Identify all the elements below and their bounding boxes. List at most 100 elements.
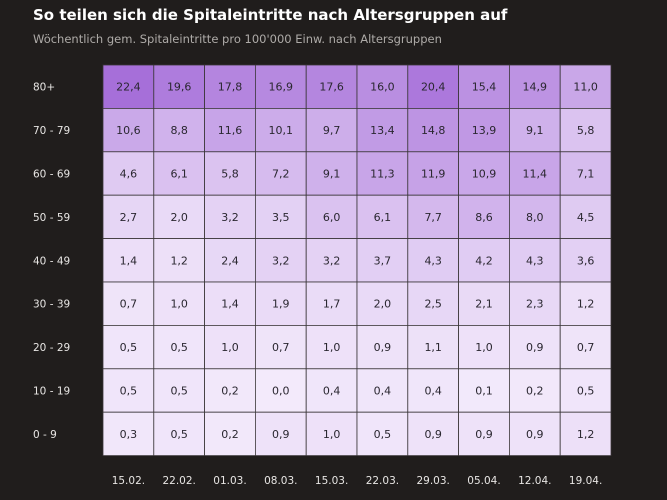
row-label: 60 - 69 <box>33 169 70 181</box>
heatmap-cell <box>204 411 256 457</box>
cell-value-label: 0,2 <box>221 385 239 398</box>
cell-value-label: 1,0 <box>475 341 493 354</box>
cell-value-label: 13,9 <box>472 124 497 137</box>
heatmap-cell <box>153 151 206 196</box>
heatmap-cell <box>559 411 612 457</box>
heatmap-cell <box>102 194 155 239</box>
cell-value-label: 0,1 <box>475 385 493 398</box>
cell-value-label: 2,1 <box>475 298 493 311</box>
cell-value-label: 16,9 <box>269 81 294 94</box>
cell-value-label: 10,1 <box>269 124 294 137</box>
cell-value-label: 0,4 <box>374 385 392 398</box>
heatmap-cell <box>356 324 409 370</box>
heatmap-cell <box>559 64 612 109</box>
heatmap-cell <box>458 194 510 239</box>
cell-value-label: 0,4 <box>323 385 341 398</box>
heatmap-cell <box>458 238 510 283</box>
heatmap-cell <box>458 324 510 370</box>
heatmap-cell <box>102 411 155 457</box>
heatmap-cell <box>254 108 307 153</box>
cell-value-label: 2,0 <box>374 298 392 311</box>
cell-value-label: 0,5 <box>170 385 188 398</box>
cell-value-label: 3,6 <box>577 254 595 267</box>
cell-value-label: 0,7 <box>272 341 290 354</box>
heatmap-cell <box>559 194 612 239</box>
cell-value-label: 0,9 <box>475 428 493 441</box>
heatmap-cell <box>254 238 307 283</box>
cell-value-label: 1,9 <box>272 298 290 311</box>
heatmap-cell <box>254 368 307 413</box>
heatmap-cell <box>305 368 358 413</box>
cell-value-label: 1,0 <box>323 341 341 354</box>
heatmap-cell <box>254 281 307 326</box>
heatmap-cell <box>254 64 307 109</box>
cell-value-label: 10,6 <box>116 124 141 137</box>
cell-value-label: 0,0 <box>272 385 290 398</box>
cell-value-label: 2,0 <box>170 211 188 224</box>
heatmap-cell <box>204 64 256 109</box>
heatmap-cell <box>407 194 459 239</box>
cell-value-label: 11,4 <box>523 168 548 181</box>
heatmap-cell <box>356 411 409 457</box>
heatmap-cell <box>102 64 155 109</box>
column-label: 12.04. <box>518 475 551 487</box>
heatmap-cell <box>102 108 155 153</box>
chart-title: So teilen sich die Spitaleintritte nach … <box>33 6 508 24</box>
cell-value-label: 4,3 <box>424 254 442 267</box>
heatmap-cell <box>508 108 561 153</box>
heatmap-cell <box>559 151 612 196</box>
cell-value-label: 1,4 <box>221 298 239 311</box>
cell-value-label: 10,9 <box>472 168 497 181</box>
cell-value-label: 3,5 <box>272 211 290 224</box>
cell-value-label: 0,2 <box>221 428 239 441</box>
column-label: 05.04. <box>467 475 500 487</box>
cell-value-label: 1,2 <box>170 254 188 267</box>
cell-value-label: 17,6 <box>319 81 344 94</box>
heatmap-cell <box>153 324 206 370</box>
column-label: 08.03. <box>264 475 297 487</box>
cell-value-label: 9,7 <box>323 124 341 137</box>
row-label: 50 - 59 <box>33 212 70 224</box>
cell-value-label: 3,2 <box>221 211 239 224</box>
cell-value-label: 1,0 <box>221 341 239 354</box>
heatmap-cell <box>204 108 256 153</box>
heatmap-cell <box>508 151 561 196</box>
row-label: 40 - 49 <box>33 255 70 267</box>
cell-value-label: 6,1 <box>170 168 188 181</box>
heatmap-cell <box>559 108 612 153</box>
cell-value-label: 8,6 <box>475 211 493 224</box>
cell-value-label: 0,3 <box>120 428 138 441</box>
cell-value-label: 1,0 <box>323 428 341 441</box>
cell-value-label: 4,2 <box>475 254 493 267</box>
row-label: 10 - 19 <box>33 386 70 398</box>
heatmap-cell <box>102 324 155 370</box>
cell-value-label: 11,0 <box>573 81 598 94</box>
cell-value-label: 3,2 <box>323 254 341 267</box>
heatmap-cell <box>458 108 510 153</box>
cell-value-label: 2,4 <box>221 254 239 267</box>
heatmap-cell <box>407 324 459 370</box>
cell-value-label: 6,0 <box>323 211 341 224</box>
row-label: 80+ <box>33 82 55 94</box>
cell-value-label: 16,0 <box>370 81 395 94</box>
cell-value-label: 5,8 <box>221 168 239 181</box>
heatmap-cell <box>508 368 561 413</box>
cell-value-label: 3,7 <box>374 254 392 267</box>
column-label: 19.04. <box>569 475 602 487</box>
heatmap-cell <box>407 281 459 326</box>
heatmap-cell <box>204 238 256 283</box>
column-label: 22.03. <box>366 475 399 487</box>
cell-value-label: 0,7 <box>577 341 595 354</box>
row-label: 0 - 9 <box>33 429 57 441</box>
cell-value-label: 0,9 <box>526 428 544 441</box>
cell-value-label: 1,2 <box>577 298 595 311</box>
cell-value-label: 0,5 <box>170 341 188 354</box>
heatmap-cell <box>305 411 358 457</box>
cell-value-label: 8,0 <box>526 211 544 224</box>
heatmap-cell <box>407 368 459 413</box>
cell-value-label: 9,1 <box>323 168 341 181</box>
cell-value-label: 0,5 <box>374 428 392 441</box>
heatmap-cell <box>407 238 459 283</box>
cell-value-label: 8,8 <box>170 124 188 137</box>
